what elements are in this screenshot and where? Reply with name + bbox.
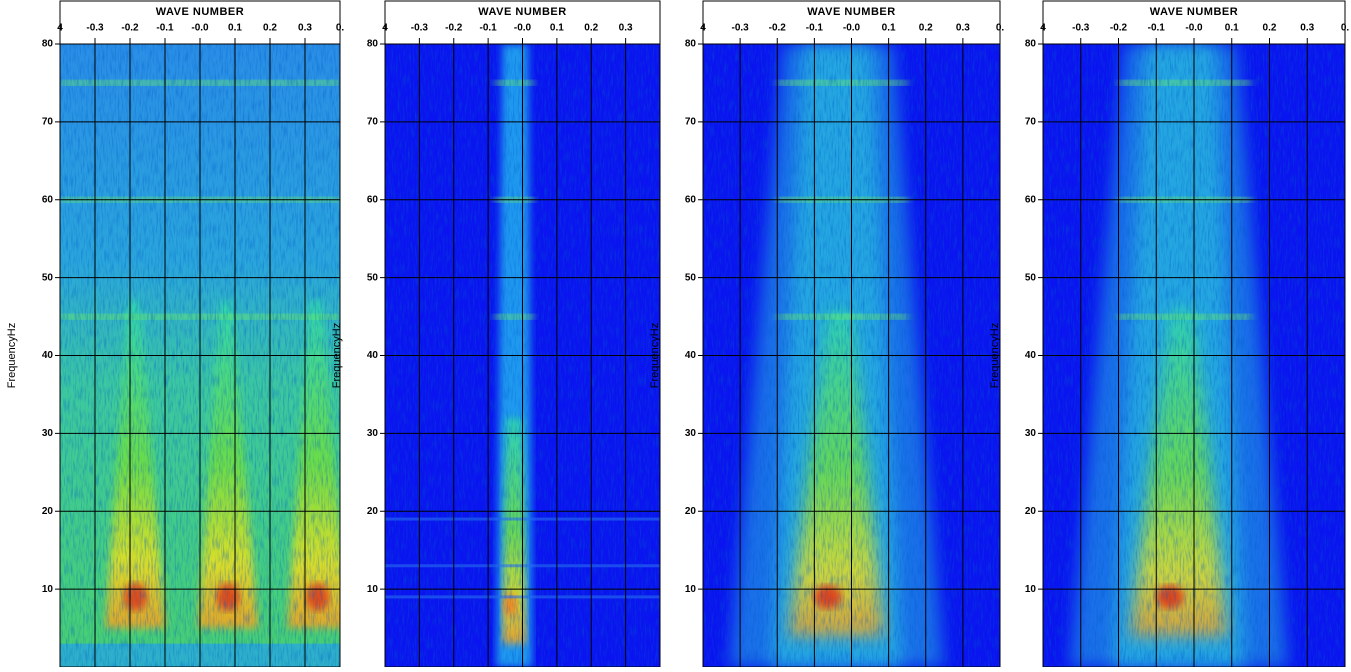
x-tick-label: 0.1: [550, 23, 564, 34]
y-tick-label: 20: [367, 506, 379, 517]
y-tick-label: 60: [1025, 194, 1037, 205]
x-tick-label: -0.1: [480, 23, 498, 34]
y-tick-label: 30: [685, 428, 697, 439]
y-tick-label: 40: [685, 350, 697, 361]
x-axis-title: WAVE NUMBER: [478, 6, 566, 18]
panel: 4 -0.3 -0.2 -0.1 -0.0 0.1 0.2 0.3 0.102030405060…: [989, 0, 1349, 668]
x-tick-label: 0.1: [228, 23, 242, 34]
x-tick-label: 0.2: [1263, 23, 1277, 34]
x-tick-label: 0.3: [956, 23, 970, 34]
x-tick-label: -0.3: [86, 23, 104, 34]
y-axis-title: FrequencyHz: [331, 323, 343, 388]
x-tick-label: -0.0: [843, 23, 861, 34]
panel: 4 -0.3 -0.2 -0.1 -0.0 0.1 0.2 0.3 0.102030405060…: [6, 0, 344, 668]
x-axis-title: WAVE NUMBER: [807, 6, 895, 18]
x-tick-label: -0.3: [1072, 23, 1090, 34]
x-tick-label: -0.2: [769, 23, 787, 34]
x-tick-label: -0.3: [732, 23, 750, 34]
y-tick-label: 60: [42, 194, 54, 205]
y-tick-label: 20: [42, 506, 54, 517]
x-tick-label: 0.3: [298, 23, 312, 34]
y-tick-label: 40: [1025, 350, 1037, 361]
y-tick-label: 30: [42, 428, 54, 439]
x-tick-label: -0.1: [806, 23, 824, 34]
y-tick-label: 50: [42, 272, 54, 283]
y-tick-label: 30: [367, 428, 379, 439]
y-axis-title: FrequencyHz: [649, 323, 661, 388]
y-tick-label: 40: [367, 350, 379, 361]
x-tick-label: -0.0: [191, 23, 209, 34]
x-axis-title: WAVE NUMBER: [156, 6, 244, 18]
y-tick-label: 50: [685, 272, 697, 283]
y-tick-label: 70: [367, 117, 379, 128]
x-tick-label: 0.2: [919, 23, 933, 34]
y-tick-label: 60: [367, 194, 379, 205]
y-axis-title: FrequencyHz: [6, 323, 18, 388]
y-tick-label: 10: [42, 584, 54, 595]
y-tick-label: 80: [685, 39, 697, 50]
x-tick-label: 0.2: [584, 23, 598, 34]
panel: 4 -0.3 -0.2 -0.1 -0.0 0.1 0.2 0.310203040506070…: [331, 0, 661, 668]
x-axis-title: WAVE NUMBER: [1150, 6, 1238, 18]
x-tick-label: -0.2: [121, 23, 139, 34]
panel: 4 -0.3 -0.2 -0.1 -0.0 0.1 0.2 0.3 0.102030405060…: [649, 0, 1004, 668]
y-tick-label: 10: [685, 584, 697, 595]
y-tick-label: 80: [1025, 39, 1037, 50]
y-tick-label: 30: [1025, 428, 1037, 439]
x-tick-label: 0.1: [882, 23, 896, 34]
y-tick-label: 80: [367, 39, 379, 50]
x-tick-label: 0.2: [263, 23, 277, 34]
y-tick-label: 40: [42, 350, 54, 361]
y-axis-title: FrequencyHz: [989, 323, 1001, 388]
x-tick-label: -0.0: [1185, 23, 1203, 34]
x-tick-label: -0.3: [411, 23, 429, 34]
y-tick-label: 70: [685, 117, 697, 128]
y-tick-label: 70: [42, 117, 54, 128]
y-tick-label: 20: [1025, 506, 1037, 517]
y-tick-label: 10: [367, 584, 379, 595]
y-tick-label: 70: [1025, 117, 1037, 128]
x-tick-label: -0.1: [156, 23, 174, 34]
y-tick-label: 50: [367, 272, 379, 283]
y-tick-label: 60: [685, 194, 697, 205]
y-tick-label: 10: [1025, 584, 1037, 595]
x-tick-label: -0.2: [445, 23, 463, 34]
y-tick-label: 20: [685, 506, 697, 517]
x-tick-label: 0.1: [1225, 23, 1239, 34]
x-tick-label: 0.3: [1300, 23, 1314, 34]
y-tick-label: 80: [42, 39, 54, 50]
x-tick-label: 0.3: [619, 23, 633, 34]
x-tick-label: -0.1: [1148, 23, 1166, 34]
x-tick-label: -0.0: [514, 23, 532, 34]
y-tick-label: 50: [1025, 272, 1037, 283]
x-tick-label: -0.2: [1110, 23, 1128, 34]
